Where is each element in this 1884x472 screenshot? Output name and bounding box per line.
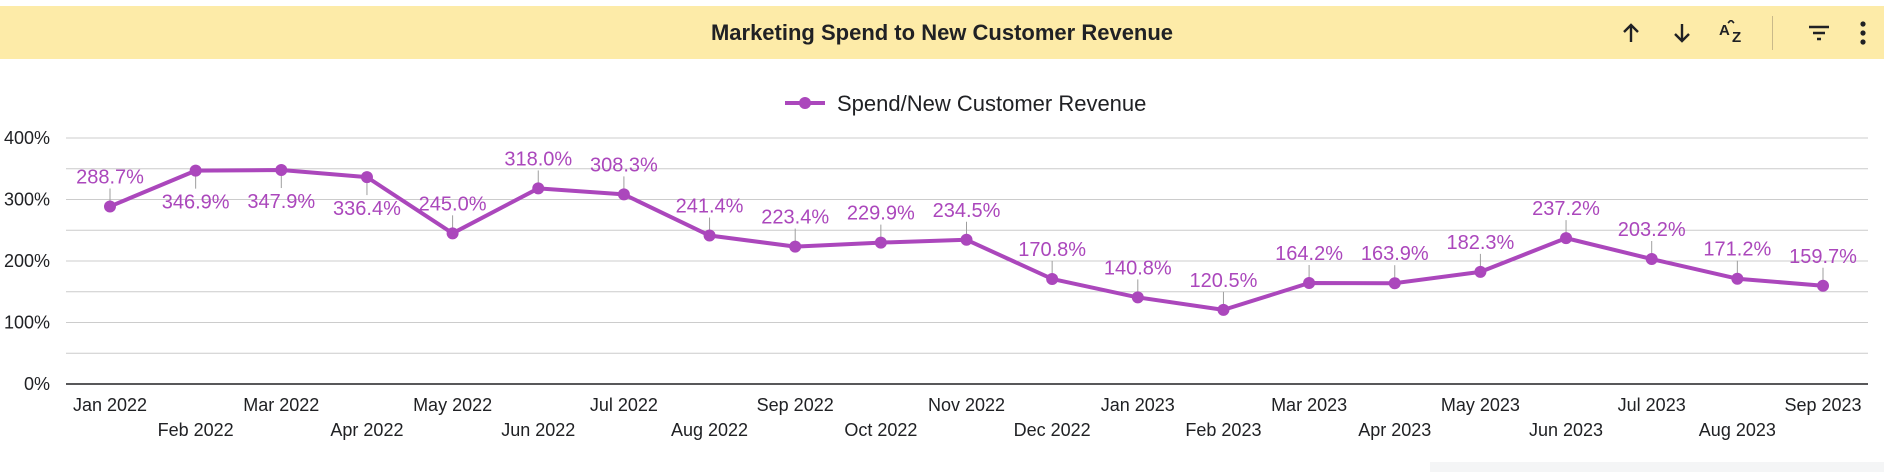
data-point[interactable] [532,182,545,195]
x-tick-label: Feb 2023 [1185,420,1261,440]
data-point[interactable] [874,236,887,249]
data-label: 237.2% [1532,198,1600,220]
x-tick-label: Sep 2023 [1784,395,1861,415]
x-tick-label: Apr 2023 [1358,420,1431,440]
x-tick-label: May 2022 [413,395,492,415]
x-tick-label: Dec 2022 [1014,420,1091,440]
x-tick-label: Jul 2022 [590,395,658,415]
x-tick-label: Mar 2023 [1271,395,1347,415]
x-tick-label: Sep 2022 [757,395,834,415]
data-label: 223.4% [761,207,829,229]
chart-header: Marketing Spend to New Customer Revenue [0,6,1884,59]
data-label: 336.4% [333,198,401,220]
data-label: 229.9% [847,203,915,225]
data-point[interactable] [1131,291,1144,304]
x-tick-label: Oct 2022 [844,420,917,440]
data-point[interactable] [275,164,288,177]
svg-text:Z: Z [1732,29,1741,46]
sort-descending-icon [1674,24,1690,43]
sort-az-icon: A Z [1719,20,1741,46]
data-point[interactable] [703,229,716,242]
y-axis-ticks: 0% 100% 200% 300% 400% [4,128,50,394]
sort-descending-button[interactable] [1665,16,1699,50]
data-point[interactable] [617,188,630,201]
data-point[interactable] [960,233,973,246]
data-label: 163.9% [1361,243,1429,265]
x-tick-label: Jul 2023 [1618,395,1686,415]
data-point[interactable] [189,164,202,177]
data-label: 164.2% [1275,243,1343,265]
svg-text:A: A [1719,22,1730,39]
data-point[interactable] [104,200,116,213]
x-tick-label: Jun 2023 [1529,420,1603,440]
sort-ascending-icon [1623,23,1639,42]
data-label: 308.3% [590,154,658,176]
data-point[interactable] [1560,232,1573,245]
data-label: 347.9% [247,191,315,213]
x-axis-ticks: Jan 2022 Feb 2022 Mar 2022 Apr 2022 May 2022… [73,395,1862,440]
data-label: 120.5% [1190,270,1258,292]
data-point[interactable] [1388,277,1401,290]
data-point[interactable] [360,171,373,184]
data-point[interactable] [1474,265,1487,278]
data-label: 171.2% [1703,239,1771,261]
y-tick-label: 100% [4,313,50,333]
data-label: 288.7% [76,166,144,188]
data-label: 234.5% [933,200,1001,222]
chart-title: Marketing Spend to New Customer Revenue [710,20,1174,45]
data-point[interactable] [1731,272,1744,285]
data-label: 182.3% [1446,232,1514,254]
y-tick-label: 200% [4,251,50,271]
data-point[interactable] [789,240,802,253]
x-tick-label: Mar 2022 [243,395,319,415]
legend-label: Spend/New Customer Revenue [837,91,1146,116]
data-point[interactable] [1645,253,1658,266]
data-label: 159.7% [1789,246,1857,268]
y-tick-label: 400% [4,128,50,148]
legend-swatch-dot [799,97,811,109]
x-tick-label: Feb 2022 [158,420,234,440]
x-tick-label: May 2023 [1441,395,1520,415]
data-label: 203.2% [1618,219,1686,241]
data-point[interactable] [1303,277,1316,290]
x-tick-label: Jun 2022 [501,420,575,440]
series-spend-new-customer-revenue: 288.7% 346.9% 347.9% 336.4% 245.0% 318.0% 308.… [76,148,1857,316]
data-point[interactable] [1817,279,1829,292]
data-label: 245.0% [419,193,487,215]
data-point[interactable] [1217,303,1230,316]
more-vert-icon [1860,21,1866,45]
y-tick-label: 0% [24,374,50,394]
x-tick-label: Jan 2022 [73,395,147,415]
x-tick-label: Aug 2022 [671,420,748,440]
y-tick-label: 300% [4,190,50,210]
filter-icon [1809,25,1829,41]
x-tick-label: Apr 2022 [330,420,403,440]
chart-area: 0% 100% 200% 300% 400% Jan 2022 Feb 2022 Mar 2… [4,91,1868,440]
x-tick-label: Jan 2023 [1101,395,1175,415]
filter-button[interactable] [1802,16,1836,50]
data-point[interactable] [1046,272,1059,285]
data-label: 318.0% [504,148,572,170]
footer-strip [1430,462,1884,472]
data-label: 140.8% [1104,257,1172,279]
x-tick-label: Nov 2022 [928,395,1005,415]
toolbar-divider [1772,16,1773,50]
data-label: 170.8% [1018,239,1086,261]
x-tick-label: Aug 2023 [1699,420,1776,440]
sort-ascending-button[interactable] [1614,16,1648,50]
more-options-button[interactable] [1848,16,1878,50]
data-label: 241.4% [676,196,744,218]
sort-az-button[interactable]: A Z [1716,16,1750,50]
data-point[interactable] [446,227,459,240]
legend[interactable]: Spend/New Customer Revenue [785,91,1146,116]
data-label: 346.9% [162,192,230,214]
